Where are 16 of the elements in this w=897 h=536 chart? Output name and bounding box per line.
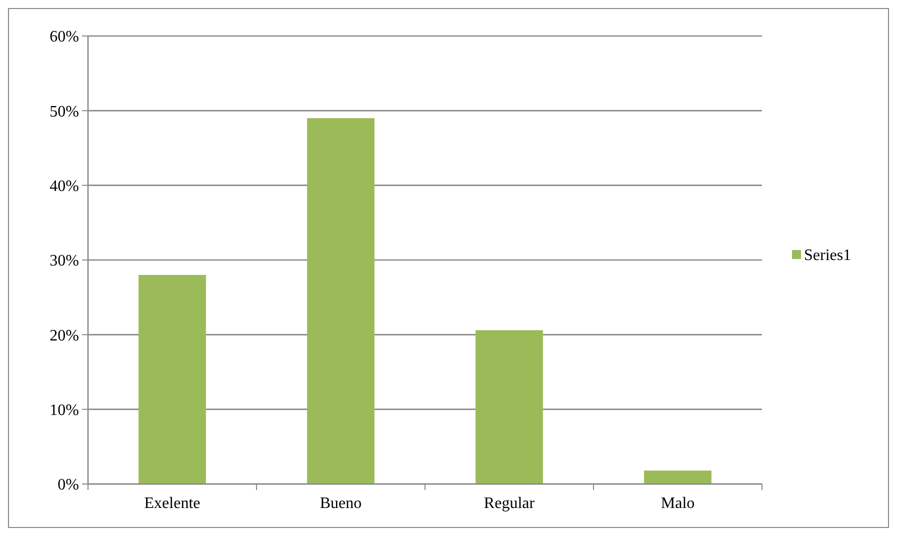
x-tick-label: Regular	[484, 495, 536, 512]
bar	[307, 118, 374, 484]
legend-label: Series1	[804, 247, 852, 264]
x-tick-label: Exelente	[144, 495, 200, 512]
x-tick-label: Malo	[660, 495, 695, 512]
y-tick-label: 30%	[50, 252, 79, 270]
y-tick-label: 10%	[50, 402, 79, 419]
bar	[476, 330, 543, 484]
y-tick-label: 20%	[50, 327, 79, 344]
x-tick-label: Bueno	[320, 495, 362, 512]
bar	[138, 274, 206, 484]
bar	[644, 470, 712, 484]
y-tick-label: 60%	[50, 28, 79, 46]
y-tick-label: 50%	[50, 103, 79, 120]
y-tick-label: 40%	[50, 178, 79, 195]
y-tick-label: 0%	[58, 476, 79, 494]
